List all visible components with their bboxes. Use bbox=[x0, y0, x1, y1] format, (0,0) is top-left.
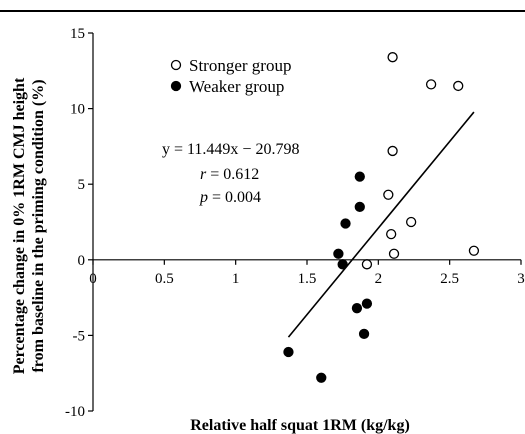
weaker-point bbox=[340, 218, 351, 229]
stronger-point bbox=[405, 216, 417, 228]
x-tick-label: 1 bbox=[232, 271, 240, 287]
y-tick-label: 0 bbox=[78, 253, 86, 269]
weaker-point bbox=[333, 248, 344, 259]
x-axis-title: Relative half squat 1RM (kg/kg) bbox=[190, 417, 410, 434]
stronger-point bbox=[361, 259, 373, 270]
x-tick-label: 1.5 bbox=[298, 271, 317, 287]
y-tick-label: 5 bbox=[78, 177, 86, 193]
stronger-point bbox=[468, 245, 480, 256]
x-tick-label: 2.5 bbox=[440, 271, 459, 287]
weaker-point bbox=[354, 171, 365, 182]
x-tick-label: 0 bbox=[89, 271, 97, 287]
stronger-point bbox=[388, 248, 400, 259]
stronger-point bbox=[386, 228, 397, 240]
weaker-point bbox=[316, 372, 327, 383]
weaker-point bbox=[354, 201, 365, 213]
y-axis-title: Percentage change in 0% 1RM CMJ height f… bbox=[11, 77, 47, 374]
y-tick-label: -5 bbox=[73, 328, 86, 344]
regression-equation: y = 11.449x − 20.798 bbox=[162, 141, 299, 158]
x-tick-label: 2 bbox=[375, 271, 383, 287]
legend-marker-weaker bbox=[170, 80, 182, 92]
y-tick-label: -10 bbox=[65, 404, 85, 420]
legend-marker-stronger bbox=[170, 59, 182, 71]
legend-label-weaker: Weaker group bbox=[189, 77, 284, 96]
stronger-point bbox=[425, 79, 437, 90]
y-axis-title-line-2: from baseline in the priming condition (… bbox=[30, 79, 47, 372]
stronger-point bbox=[383, 189, 394, 200]
weaker-point bbox=[351, 303, 363, 314]
stronger-point bbox=[387, 52, 398, 63]
stronger-point bbox=[387, 145, 398, 157]
p-value: p = 0.004 bbox=[199, 189, 261, 206]
y-axis-title-line-1: Percentage change in 0% 1RM CMJ height bbox=[11, 77, 28, 374]
correlation-r: r = 0.612 bbox=[200, 166, 259, 183]
regression-line bbox=[287, 111, 475, 338]
x-tick-label: 0.5 bbox=[155, 271, 174, 287]
weaker-point bbox=[358, 328, 370, 340]
stronger-point bbox=[453, 80, 464, 92]
weaker-point bbox=[283, 346, 294, 358]
weaker-point bbox=[361, 298, 373, 309]
y-tick-label: 10 bbox=[70, 102, 85, 118]
y-tick-label: 15 bbox=[70, 26, 85, 42]
top-rule bbox=[0, 10, 525, 12]
x-tick-label: 3 bbox=[517, 271, 525, 287]
legend-label-stronger: Stronger group bbox=[189, 56, 291, 75]
legend: Stronger group Weaker group bbox=[170, 56, 291, 96]
weaker-point bbox=[337, 259, 348, 270]
regression-annotation: y = 11.449x − 20.798 r = 0.612 p = 0.004 bbox=[162, 141, 299, 206]
